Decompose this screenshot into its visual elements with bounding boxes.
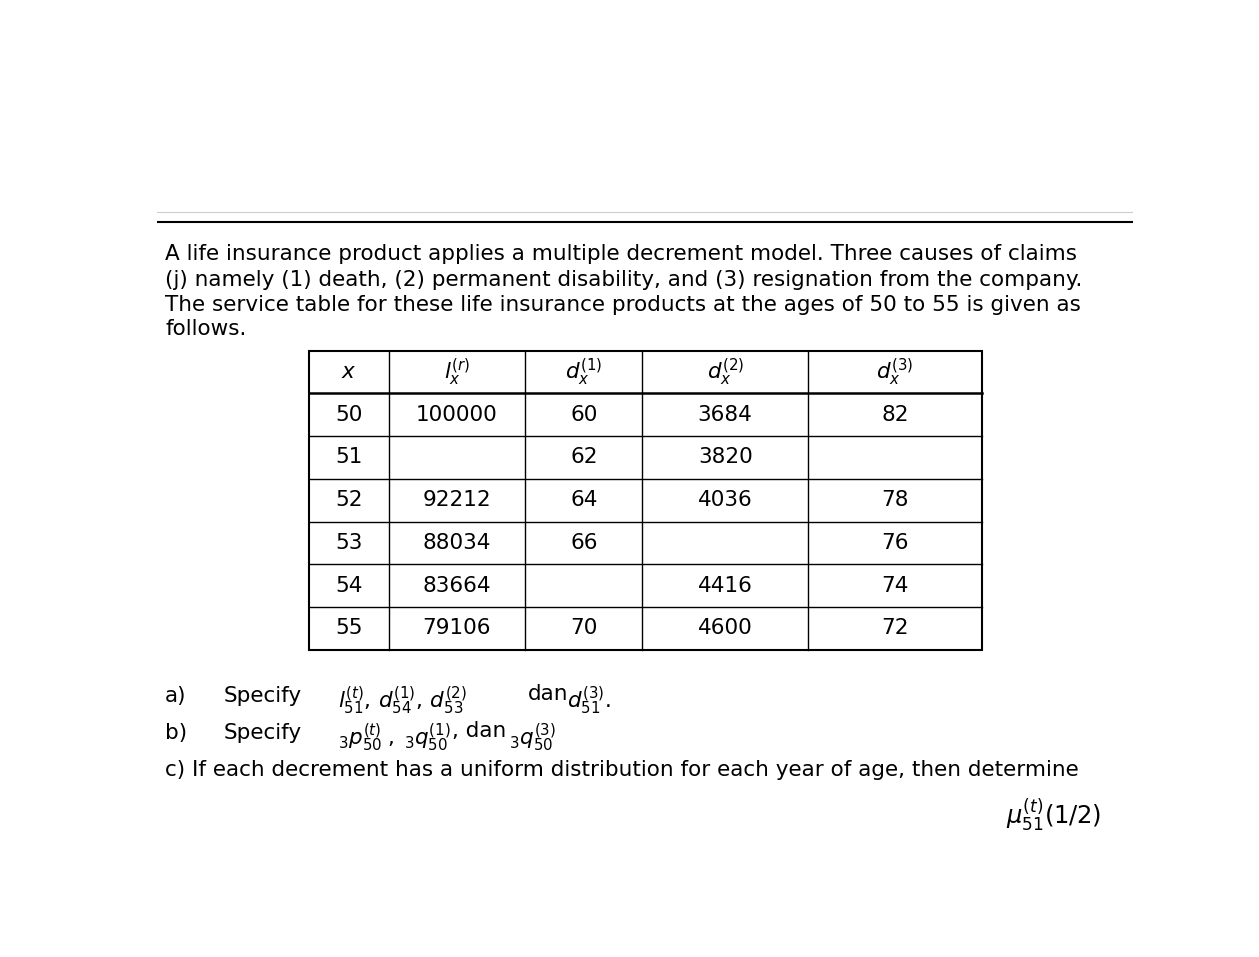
Text: 3684: 3684 <box>697 405 753 425</box>
Text: 72: 72 <box>881 618 909 638</box>
Text: $,\;_{3}q^{(1)}_{50}$: $,\;_{3}q^{(1)}_{50}$ <box>387 722 451 754</box>
Text: 4416: 4416 <box>697 576 753 595</box>
Text: Specify: Specify <box>224 723 302 743</box>
Text: 78: 78 <box>881 490 909 510</box>
Text: follows.: follows. <box>165 319 247 339</box>
Text: $d^{(1)}_x$: $d^{(1)}_x$ <box>565 356 602 388</box>
Text: $x$: $x$ <box>341 362 356 382</box>
Text: c) If each decrement has a uniform distribution for each year of age, then deter: c) If each decrement has a uniform distr… <box>165 760 1079 780</box>
Text: $d^{(3)}_x$: $d^{(3)}_x$ <box>876 356 914 388</box>
Text: 55: 55 <box>335 618 363 638</box>
Text: , dan: , dan <box>452 722 506 742</box>
Text: The service table for these life insurance products at the ages of 50 to 55 is g: The service table for these life insuran… <box>165 296 1081 316</box>
Text: 64: 64 <box>570 490 598 510</box>
Text: b): b) <box>165 723 188 743</box>
Text: (j) namely (1) death, (2) permanent disability, and (3) resignation from the com: (j) namely (1) death, (2) permanent disa… <box>165 270 1083 290</box>
Text: A life insurance product applies a multiple decrement model. Three causes of cla: A life insurance product applies a multi… <box>165 244 1078 264</box>
Text: 52: 52 <box>335 490 363 510</box>
Bar <box>308 350 982 650</box>
Text: 62: 62 <box>570 448 598 467</box>
Text: 50: 50 <box>335 405 363 425</box>
Text: 54: 54 <box>335 576 363 595</box>
Text: $d^{(3)}_{51}.$: $d^{(3)}_{51}.$ <box>567 684 611 717</box>
Text: 74: 74 <box>881 576 909 595</box>
Text: $_{3}p^{(t)}_{50}$: $_{3}p^{(t)}_{50}$ <box>337 722 381 754</box>
Text: 92212: 92212 <box>423 490 491 510</box>
Text: dan: dan <box>529 684 569 704</box>
Text: $\mu^{(t)}_{51}(1/2)$: $\mu^{(t)}_{51}(1/2)$ <box>1006 796 1102 834</box>
Text: 53: 53 <box>335 533 363 553</box>
Text: 4600: 4600 <box>697 618 753 638</box>
Text: $_{3}q^{(3)}_{50}$: $_{3}q^{(3)}_{50}$ <box>509 722 555 754</box>
Text: 51: 51 <box>335 448 363 467</box>
Text: 82: 82 <box>881 405 909 425</box>
Text: 60: 60 <box>570 405 598 425</box>
Text: $d^{(2)}_x$: $d^{(2)}_x$ <box>706 356 744 388</box>
Text: 70: 70 <box>570 618 598 638</box>
Text: 4036: 4036 <box>697 490 753 510</box>
Text: 100000: 100000 <box>415 405 497 425</box>
Text: 76: 76 <box>881 533 909 553</box>
Text: $l^{(t)}_{51}$$,\, d^{(1)}_{54}$$,\, d^{(2)}_{53}$: $l^{(t)}_{51}$$,\, d^{(1)}_{54}$$,\, d^{… <box>337 684 467 717</box>
Text: a): a) <box>165 686 186 706</box>
Text: 83664: 83664 <box>423 576 491 595</box>
Text: 88034: 88034 <box>423 533 491 553</box>
Text: 79106: 79106 <box>423 618 491 638</box>
Text: 66: 66 <box>570 533 598 553</box>
Text: Specify: Specify <box>224 686 302 706</box>
Text: 3820: 3820 <box>697 448 753 467</box>
Text: $l^{(r)}_x$: $l^{(r)}_x$ <box>444 356 470 388</box>
